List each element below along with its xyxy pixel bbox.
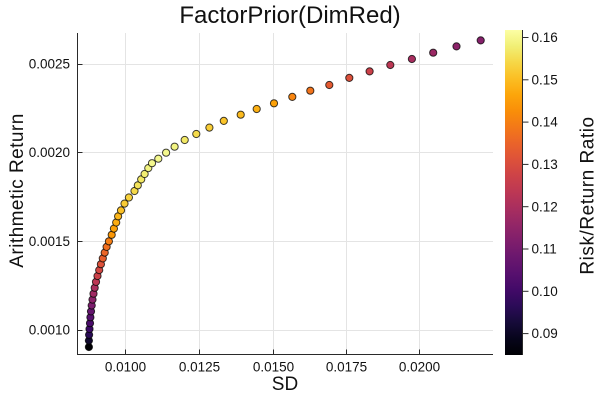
svg-text:Arithmetic Return: Arithmetic Return <box>7 113 28 267</box>
svg-text:0.13: 0.13 <box>532 157 558 172</box>
svg-text:0.16: 0.16 <box>532 30 558 45</box>
svg-text:0.0175: 0.0175 <box>326 360 367 375</box>
svg-text:0.0100: 0.0100 <box>105 360 146 375</box>
svg-text:FactorPrior(DimRed): FactorPrior(DimRed) <box>179 2 400 29</box>
svg-text:0.0150: 0.0150 <box>253 360 294 375</box>
svg-text:0.0015: 0.0015 <box>29 234 70 249</box>
svg-text:Risk/Return Ratio: Risk/Return Ratio <box>578 116 599 274</box>
svg-text:0.0010: 0.0010 <box>29 323 70 338</box>
svg-text:0.0200: 0.0200 <box>399 360 440 375</box>
svg-text:0.0025: 0.0025 <box>29 57 70 72</box>
svg-text:0.14: 0.14 <box>532 115 559 130</box>
svg-text:0.11: 0.11 <box>532 242 557 257</box>
svg-text:0.10: 0.10 <box>532 284 558 299</box>
svg-text:0.09: 0.09 <box>532 326 558 341</box>
svg-text:0.0125: 0.0125 <box>179 360 220 375</box>
svg-text:0.0020: 0.0020 <box>29 145 70 160</box>
svg-text:SD: SD <box>272 374 298 395</box>
svg-text:0.12: 0.12 <box>532 199 558 214</box>
svg-text:0.15: 0.15 <box>532 72 558 87</box>
